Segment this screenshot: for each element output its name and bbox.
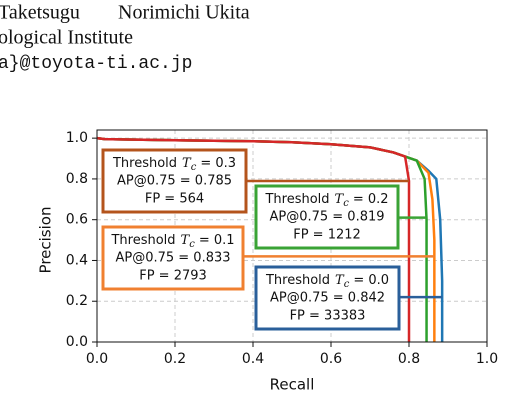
affiliation: ological Institute [0,27,133,49]
annotation-ap: AP@0.75 = 0.819 [269,210,384,225]
x-tick-label: 0.0 [86,351,108,367]
y-tick-label: 0.6 [66,212,88,228]
x-tick-label: 0.6 [320,351,342,367]
y-tick-label: 0.2 [66,293,88,309]
annotation-threshold: Threshold Tc = 0.0 [265,273,389,290]
x-tick-label: 0.4 [242,351,264,367]
x-tick-label: 0.8 [398,351,420,367]
author: Norimichi Ukita [118,2,250,24]
y-tick-label: 0.4 [66,252,88,268]
annotation-box [254,265,401,331]
threshold-symbol: T [335,273,345,288]
annotation-box [101,225,245,291]
annotation-ap: AP@0.75 = 0.842 [270,291,385,306]
threshold-subscript: c [191,162,197,173]
threshold-subscript: c [343,198,349,209]
annotation-box [254,184,400,250]
x-tick-label: 1.0 [476,351,498,367]
y-tick-label: 1.0 [66,130,88,146]
threshold-subscript: c [189,239,195,250]
threshold-word: Threshold [265,273,330,288]
annotation-ap: AP@0.75 = 0.833 [115,251,230,266]
threshold-word: Threshold [264,192,329,207]
threshold-symbol: T [182,156,192,171]
threshold-value: = 0.0 [353,273,389,288]
y-axis-label: Precision [37,207,55,274]
annotation-fp: FP = 2793 [139,269,207,284]
x-axis-label: Recall [270,376,315,394]
threshold-value: = 0.2 [353,192,389,207]
email: a}@toyota-ti.ac.jp [0,54,192,74]
annotation-fp: FP = 33383 [290,309,366,324]
annotation-threshold: Threshold Tc = 0.2 [264,192,388,209]
threshold-symbol: T [181,233,191,248]
threshold-value: = 0.1 [199,233,235,248]
y-tick-label: 0.8 [66,171,88,187]
x-tick-label: 0.2 [164,351,186,367]
annotation-threshold: Threshold Tc = 0.3 [112,156,236,173]
annotation-fp: FP = 564 [145,192,204,207]
threshold-subscript: c [344,279,350,290]
threshold-word: Threshold [112,156,177,171]
threshold-value: = 0.3 [200,156,236,171]
plot-frame [96,129,488,343]
author: Taketsugu [0,2,80,24]
y-tick-label: 0.0 [66,334,88,350]
annotation-fp: FP = 1212 [293,228,361,243]
threshold-symbol: T [335,192,345,207]
pr-curve [96,136,411,342]
annotation-box [101,148,248,214]
annotation-threshold: Threshold Tc = 0.1 [110,233,234,250]
annotation-ap: AP@0.75 = 0.785 [117,174,232,189]
threshold-word: Threshold [110,233,175,248]
